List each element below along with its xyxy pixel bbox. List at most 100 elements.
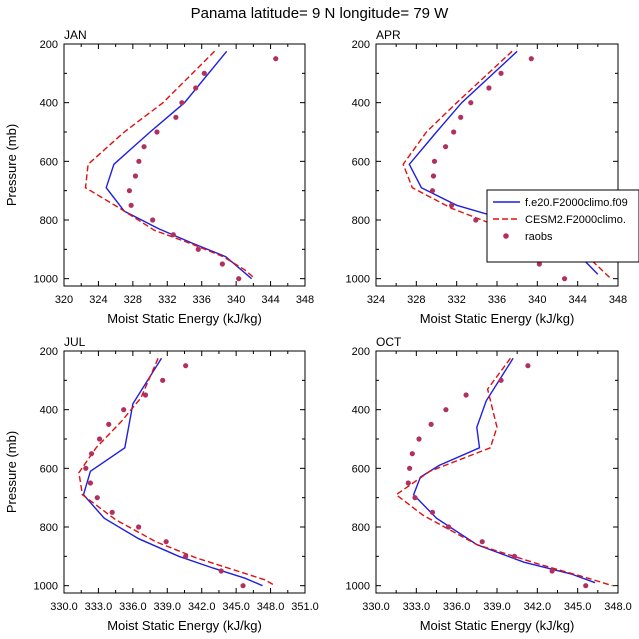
x-tick-label: 333.0 (403, 601, 431, 613)
y-tick-label: 200 (352, 39, 370, 51)
raobs-point (88, 451, 95, 457)
x-axis-label: Moist Static Energy (kJ/kg) (107, 618, 262, 633)
panel-label: JUL (64, 335, 86, 349)
x-tick-label: 328 (407, 294, 425, 306)
panel-label: JAN (64, 28, 87, 42)
raobs-point (473, 217, 479, 223)
fe20-line (412, 357, 596, 584)
raobs-point (219, 261, 225, 267)
x-tick-label: 344 (568, 294, 586, 306)
raobs-point (183, 363, 189, 369)
x-tick-label: 336 (193, 294, 211, 306)
x-tick-label: 348.0 (257, 601, 285, 613)
x-tick-label: 342.0 (524, 601, 552, 613)
fe20-line (105, 50, 253, 280)
y-tick-label: 600 (40, 463, 58, 475)
raobs-point (498, 70, 504, 76)
x-tick-label: 330.0 (50, 601, 78, 613)
raobs-point (468, 100, 474, 106)
raobs-point (583, 583, 589, 589)
raobs-point (430, 173, 437, 179)
x-tick-label: 340 (227, 294, 245, 306)
raobs-point (195, 246, 201, 252)
raobs-point (412, 495, 418, 501)
x-axis-label: Moist Static Energy (kJ/kg) (420, 311, 575, 326)
raobs-point (170, 232, 176, 238)
y-tick-label: 600 (352, 156, 370, 168)
y-tick-label: 200 (40, 39, 58, 51)
raobs-point (179, 100, 185, 106)
y-tick-label: 400 (40, 98, 58, 110)
panel-label: OCT (376, 335, 402, 349)
raobs-point (446, 524, 452, 530)
raobs-point (407, 465, 413, 471)
panel-label: APR (376, 28, 401, 42)
x-tick-label: 339.0 (483, 601, 511, 613)
fe20-line (82, 357, 263, 587)
raobs-point (106, 421, 112, 427)
x-tick-label: 345.0 (564, 601, 592, 613)
cesm2-line (395, 357, 613, 587)
raobs-point (135, 524, 142, 530)
raobs-point (218, 568, 224, 574)
raobs-point (549, 568, 555, 574)
raobs-point (141, 144, 147, 150)
y-axis-label: Pressure (mb) (4, 431, 19, 513)
raobs-point (126, 188, 133, 194)
raobs-point (443, 407, 449, 413)
x-tick-label: 340 (528, 294, 546, 306)
raobs-point (121, 407, 127, 413)
y-tick-label: 1000 (34, 581, 58, 593)
raobs-point (128, 202, 134, 208)
x-tick-label: 339.0 (154, 601, 182, 613)
y-tick-label: 800 (40, 522, 58, 534)
y-tick-label: 400 (352, 405, 370, 417)
raobs-point (498, 377, 504, 383)
y-tick-label: 1000 (34, 274, 58, 286)
raobs-point (536, 261, 542, 267)
raobs-point (463, 392, 469, 398)
raobs-point (486, 85, 492, 91)
x-tick-label: 348.0 (604, 601, 632, 613)
panel-jul: JUL 330.0 333.0 336.0 339.0 342.0 345.0 348.0 35… (4, 335, 319, 633)
raobs-point (511, 553, 518, 559)
x-tick-label: 333.0 (85, 601, 113, 613)
raobs-point (525, 363, 531, 369)
y-tick-label: 1000 (346, 274, 370, 286)
y-tick-label: 600 (40, 156, 58, 168)
y-tick-label: 400 (352, 98, 370, 110)
raobs-point (458, 114, 464, 120)
raobs-point (150, 217, 156, 223)
raobs-point (160, 377, 166, 383)
x-tick-label: 320 (55, 294, 73, 306)
raobs-point (405, 480, 411, 486)
cesm2-line (84, 50, 256, 280)
x-tick-label: 332 (447, 294, 465, 306)
raobs-point (442, 144, 449, 150)
raobs-point (83, 465, 89, 471)
legend-label: raobs (525, 231, 553, 243)
panel-jan: JAN 320 324 328 332 336 340 344 348 200 400 600 800 1… (4, 28, 314, 326)
raobs-point (428, 421, 434, 427)
raobs-point (173, 114, 179, 120)
x-tick-label: 328 (124, 294, 142, 306)
x-tick-label: 336 (488, 294, 506, 306)
x-tick-label: 342.0 (188, 601, 216, 613)
y-tick-label: 800 (352, 522, 370, 534)
raobs-point (183, 553, 189, 559)
raobs-point (429, 509, 436, 515)
y-tick-label: 400 (40, 405, 58, 417)
raobs-point (87, 480, 93, 486)
raobs-point (273, 56, 279, 62)
panel-apr: APR 324 328 332 336 340 344 348 200 400 600 800 1000… (346, 28, 628, 326)
raobs-point (201, 70, 207, 76)
y-tick-label: 200 (352, 346, 370, 358)
x-tick-label: 324 (367, 294, 385, 306)
legend-label: f.e20.F2000climo.f09 (525, 197, 628, 209)
raobs-point (479, 539, 485, 545)
raobs-point (96, 436, 103, 442)
raobs-point (561, 276, 568, 282)
raobs-point (94, 495, 100, 501)
x-tick-label: 324 (89, 294, 107, 306)
